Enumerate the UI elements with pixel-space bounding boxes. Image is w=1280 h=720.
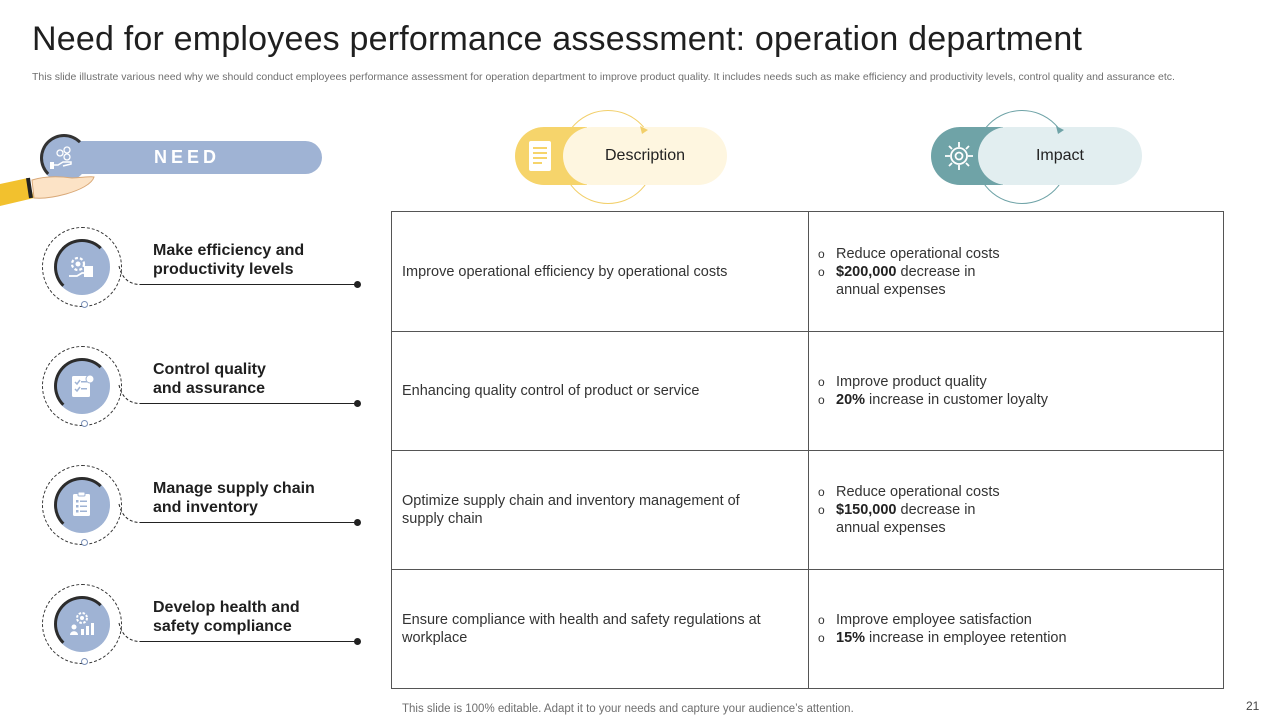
need-item-label: Develop health and safety compliance bbox=[153, 599, 300, 635]
connector-end-dot bbox=[354, 519, 361, 526]
connector-end-dot bbox=[354, 638, 361, 645]
impact-highlight: $200,000 bbox=[836, 264, 897, 280]
connector-curve bbox=[118, 265, 143, 286]
need-item-label: Manage supply chain and inventory bbox=[153, 480, 315, 516]
connector-curve bbox=[118, 503, 143, 524]
impact-highlight: 20% bbox=[836, 392, 866, 408]
clipboard-icon bbox=[54, 477, 110, 533]
impact-cell: o Improve product quality o 20% increase… bbox=[818, 332, 1213, 450]
description-text: Optimize supply chain and inventory mana… bbox=[402, 493, 740, 527]
description-text: Enhancing quality control of product or … bbox=[402, 383, 700, 399]
impact-text: Improve product quality bbox=[836, 374, 987, 390]
impact-text: Improve employee satisfaction bbox=[836, 612, 1032, 628]
table-row-divider bbox=[392, 569, 1223, 570]
impact-highlight: 15% bbox=[836, 630, 866, 646]
safety-gear-icon bbox=[54, 596, 110, 652]
description-cell: Optimize supply chain and inventory mana… bbox=[402, 451, 797, 569]
impact-bullet: o Reduce operational costs bbox=[818, 245, 1213, 263]
connector-end-dot bbox=[354, 400, 361, 407]
description-text: Ensure compliance with health and safety… bbox=[402, 612, 761, 646]
description-arrow-icon bbox=[640, 126, 648, 134]
impact-highlight: $150,000 bbox=[836, 502, 897, 518]
impact-text: increase in customer loyalty bbox=[865, 392, 1048, 408]
impact-bullet: o Improve product quality bbox=[818, 373, 1213, 391]
needs-table: Improve operational efficiency by operat… bbox=[391, 211, 1224, 689]
ring-dot bbox=[81, 658, 88, 665]
bullet-icon: o bbox=[818, 485, 825, 499]
page-subtitle: This slide illustrate various need why w… bbox=[32, 71, 1175, 83]
description-cell: Enhancing quality control of product or … bbox=[402, 332, 797, 450]
need-item: Develop health and safety compliance bbox=[40, 584, 370, 674]
bullet-icon: o bbox=[818, 631, 825, 645]
need-item-label: Make efficiency and productivity levels bbox=[153, 242, 305, 278]
impact-bullet: o Reduce operational costs bbox=[818, 483, 1213, 501]
ring-dot bbox=[81, 301, 88, 308]
impact-bullet: o 15% increase in employee retention bbox=[818, 629, 1213, 647]
page-title: Need for employees performance assessmen… bbox=[32, 20, 1083, 58]
need-item: Control quality and assurance bbox=[40, 346, 370, 436]
description-cell: Improve operational efficiency by operat… bbox=[402, 213, 797, 331]
impact-text: Reduce operational costs bbox=[836, 484, 1000, 500]
description-text: Improve operational efficiency by operat… bbox=[402, 264, 728, 280]
impact-bullet: o 20% increase in customer loyalty bbox=[818, 391, 1213, 409]
bullet-icon: o bbox=[818, 393, 825, 407]
connector-end-dot bbox=[354, 281, 361, 288]
need-item: Manage supply chain and inventory bbox=[40, 465, 370, 555]
impact-text: increase in employee retention bbox=[865, 630, 1067, 646]
description-cell: Ensure compliance with health and safety… bbox=[402, 570, 797, 688]
impact-cell: o Improve employee satisfaction o 15% in… bbox=[818, 570, 1213, 688]
need-label: NEED bbox=[154, 147, 221, 167]
footer-note: This slide is 100% editable. Adapt it to… bbox=[402, 703, 854, 715]
connector-curve bbox=[118, 384, 143, 405]
page-number: 21 bbox=[1246, 699, 1260, 713]
impact-bullet: o $200,000 decrease in annual expenses bbox=[818, 263, 1213, 299]
table-row-divider bbox=[392, 450, 1223, 451]
connector-line bbox=[140, 284, 356, 285]
impact-cell: o Reduce operational costs o $200,000 de… bbox=[818, 213, 1213, 331]
ring-dot bbox=[81, 539, 88, 546]
gear-hand-icon bbox=[54, 239, 110, 295]
connector-line bbox=[140, 522, 356, 523]
connector-line bbox=[140, 403, 356, 404]
impact-text: Reduce operational costs bbox=[836, 246, 1000, 262]
connector-curve bbox=[118, 622, 143, 643]
need-item: Make efficiency and productivity levels bbox=[40, 227, 370, 317]
impact-cell: o Reduce operational costs o $150,000 de… bbox=[818, 451, 1213, 569]
hand-icon bbox=[0, 176, 95, 206]
need-money-icon bbox=[40, 134, 88, 182]
impact-text: decrease in annual expenses bbox=[836, 264, 976, 298]
checklist-icon bbox=[54, 358, 110, 414]
table-row-divider bbox=[392, 331, 1223, 332]
impact-bullet: o $150,000 decrease in annual expenses bbox=[818, 501, 1213, 537]
need-item-label: Control quality and assurance bbox=[153, 361, 266, 397]
ring-dot bbox=[81, 420, 88, 427]
impact-header: Impact bbox=[978, 127, 1142, 185]
impact-arrow-icon bbox=[1056, 126, 1064, 134]
bullet-icon: o bbox=[818, 503, 825, 517]
description-header: Description bbox=[563, 127, 727, 185]
impact-text: decrease in annual expenses bbox=[836, 502, 976, 536]
bullet-icon: o bbox=[818, 247, 825, 261]
bullet-icon: o bbox=[818, 613, 825, 627]
bullet-icon: o bbox=[818, 265, 825, 279]
impact-bullet: o Improve employee satisfaction bbox=[818, 611, 1213, 629]
bullet-icon: o bbox=[818, 375, 825, 389]
impact-header-label: Impact bbox=[1035, 147, 1084, 164]
description-header-label: Description bbox=[604, 147, 686, 164]
connector-line bbox=[140, 641, 356, 642]
